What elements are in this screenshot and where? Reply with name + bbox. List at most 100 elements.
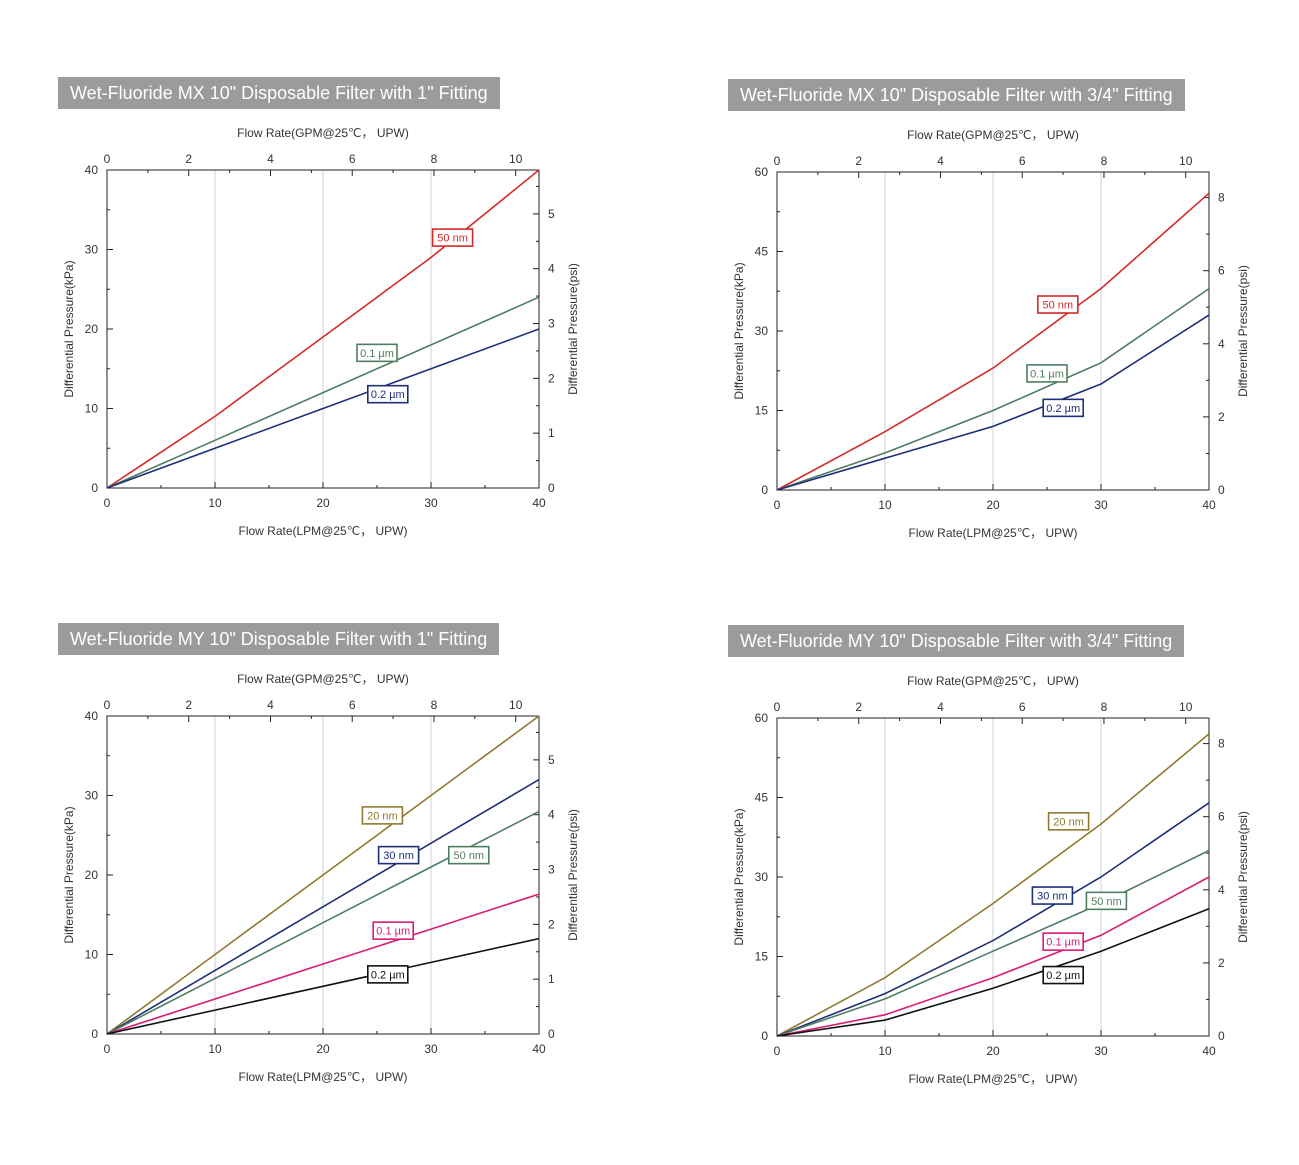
- y-tick-label: 15: [755, 404, 769, 418]
- x-axis-title: Flow Rate(LPM@25℃， UPW): [238, 524, 407, 538]
- x2-tick-label: 4: [937, 700, 944, 714]
- x2-tick-label: 10: [1179, 154, 1193, 168]
- y-tick-label: 40: [85, 709, 99, 723]
- x2-axis-title: Flow Rate(GPM@25℃， UPW): [907, 128, 1079, 142]
- x2-tick-label: 6: [349, 152, 356, 166]
- x2-tick-label: 2: [855, 700, 862, 714]
- y2-tick-label: 2: [1218, 956, 1225, 970]
- x-tick-label: 10: [878, 498, 892, 512]
- y2-tick-label: 0: [1218, 483, 1225, 497]
- chart-title: Wet-Fluoride MX 10" Disposable Filter wi…: [58, 77, 500, 109]
- series-label-box: [1042, 398, 1085, 418]
- x-tick-label: 20: [986, 498, 1000, 512]
- x2-tick-label: 2: [185, 698, 192, 712]
- series-label-box: [1026, 364, 1068, 383]
- x-axis-title: Flow Rate(LPM@25℃， UPW): [908, 526, 1077, 540]
- series-label-box: [431, 228, 474, 247]
- x-tick-label: 30: [1094, 1044, 1108, 1058]
- y-tick-label: 30: [85, 243, 99, 257]
- x-tick-label: 30: [424, 1042, 438, 1056]
- x2-tick-label: 4: [267, 698, 274, 712]
- y2-tick-label: 6: [1218, 810, 1225, 824]
- y-tick-label: 30: [85, 789, 99, 803]
- y2-tick-label: 5: [548, 207, 555, 221]
- x-tick-label: 0: [774, 1044, 781, 1058]
- series-label: 50 nm: [1043, 300, 1074, 312]
- x-tick-label: 20: [986, 1044, 1000, 1058]
- series-line: [106, 778, 540, 1035]
- x-tick-label: 20: [316, 1042, 330, 1056]
- chart-panel-mx-34in: Wet-Fluoride MX 10" Disposable Filter wi…: [728, 79, 1299, 619]
- series-label-box: [372, 921, 415, 940]
- series-label: 0.2 µm: [371, 389, 405, 401]
- y-tick-label: 40: [85, 163, 99, 177]
- series-line: [776, 802, 1210, 1037]
- y2-tick-label: 5: [548, 753, 555, 767]
- x-tick-label: 10: [878, 1044, 892, 1058]
- series-line: [776, 908, 1210, 1037]
- series-label-box: [356, 343, 398, 363]
- y2-tick-label: 8: [1218, 191, 1225, 205]
- chart-panel-mx-1in: Wet-Fluoride MX 10" Disposable Filter wi…: [58, 77, 658, 617]
- series-label-box: [1036, 295, 1079, 314]
- y2-axis-title: Differential Pressure(psi): [566, 263, 580, 395]
- series-label-box: [1031, 886, 1074, 905]
- series-line: [106, 296, 540, 489]
- y-tick-label: 10: [85, 402, 99, 416]
- x2-tick-label: 0: [774, 700, 781, 714]
- y-axis-title: Differential Pressure(kPa): [62, 806, 76, 943]
- x2-tick-label: 8: [431, 152, 438, 166]
- x-tick-label: 40: [1202, 1044, 1216, 1058]
- series-label: 50 nm: [454, 850, 485, 862]
- series-label-box: [366, 384, 409, 404]
- x2-tick-label: 6: [349, 698, 356, 712]
- chart-panel-my-1in: Wet-Fluoride MY 10" Disposable Filter wi…: [58, 623, 658, 1163]
- series-label-box: [361, 806, 404, 825]
- y2-tick-label: 1: [548, 426, 555, 440]
- series-label: 0.1 µm: [376, 926, 410, 938]
- chart-title: Wet-Fluoride MY 10" Disposable Filter wi…: [58, 623, 500, 655]
- y2-tick-label: 2: [548, 917, 555, 931]
- x-tick-label: 30: [1094, 498, 1108, 512]
- chart-panel-my-34in: Wet-Fluoride MY 10" Disposable Filter wi…: [728, 625, 1299, 1165]
- y2-axis-title: Differential Pressure(psi): [566, 809, 580, 941]
- y-tick-label: 0: [761, 483, 768, 497]
- series-line: [776, 192, 1210, 491]
- series-label: 20 nm: [367, 810, 398, 822]
- series-line: [776, 733, 1210, 1037]
- y-axis-title: Differential Pressure(kPa): [732, 808, 746, 945]
- series-label-box: [1085, 891, 1128, 911]
- x2-tick-label: 10: [509, 698, 523, 712]
- x2-tick-label: 2: [855, 154, 862, 168]
- y2-tick-label: 4: [548, 808, 555, 822]
- series-label: 50 nm: [437, 233, 468, 245]
- x2-tick-label: 0: [774, 154, 781, 168]
- series-label: 30 nm: [1037, 891, 1068, 903]
- y-tick-label: 0: [761, 1029, 768, 1043]
- x2-axis-title: Flow Rate(GPM@25℃， UPW): [237, 126, 409, 140]
- y2-tick-label: 0: [1218, 1029, 1225, 1043]
- series-line: [776, 876, 1210, 1037]
- x-tick-label: 40: [1202, 498, 1216, 512]
- y-tick-label: 30: [755, 870, 769, 884]
- x2-tick-label: 8: [431, 698, 438, 712]
- x2-tick-label: 0: [104, 152, 111, 166]
- series-line: [106, 893, 540, 1035]
- y2-tick-label: 4: [1218, 883, 1225, 897]
- y2-tick-label: 0: [548, 481, 555, 495]
- series-label: 0.1 µm: [1046, 937, 1080, 949]
- x2-tick-label: 8: [1101, 154, 1108, 168]
- y-tick-label: 20: [85, 868, 99, 882]
- series-label-box: [1042, 965, 1085, 985]
- series-line: [106, 328, 540, 489]
- y-tick-label: 30: [755, 324, 769, 338]
- x-tick-label: 20: [316, 496, 330, 510]
- x-axis-title: Flow Rate(LPM@25℃， UPW): [238, 1070, 407, 1084]
- y2-tick-label: 2: [1218, 410, 1225, 424]
- series-label-box: [1042, 932, 1085, 951]
- y-tick-label: 0: [91, 1027, 98, 1041]
- y2-tick-label: 3: [548, 863, 555, 877]
